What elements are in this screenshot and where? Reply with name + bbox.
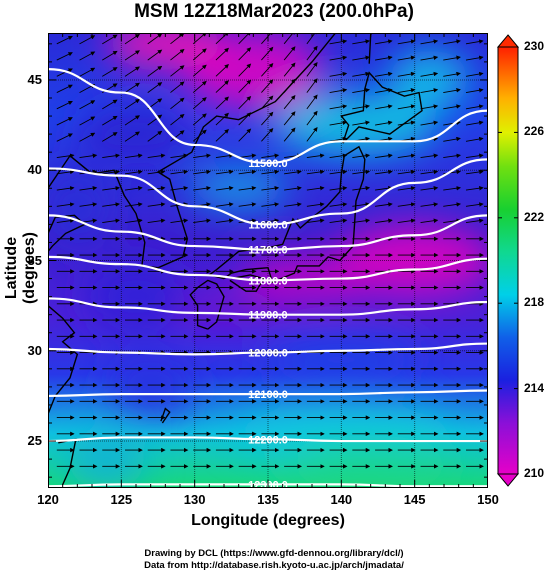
contour-label: 11800.0: [248, 275, 287, 287]
map-plot-area[interactable]: 11500.0 11600.0 11700.0 11800.0 11900.0 12000…: [48, 33, 488, 488]
contour-label: 11500.0: [248, 158, 287, 170]
x-tick-label: 140: [330, 492, 353, 507]
contour-line: [48, 214, 488, 251]
x-tick-label: 130: [183, 492, 206, 507]
axis-ticks: [48, 33, 488, 488]
footer-credit: Drawing by DCL (https://www.gfd-dennou.o…: [144, 548, 404, 559]
colorbar-tick-label: 230: [524, 39, 545, 53]
map-title: MSM 12Z18Mar2023 (200.0hPa): [134, 1, 414, 22]
y-tick-label: 40: [27, 162, 42, 178]
y-tick-label: 25: [27, 433, 42, 449]
height-contours: 11500.0 11600.0 11700.0 11800.0 11900.0 12000…: [48, 68, 488, 488]
contour-label: 11600.0: [248, 219, 287, 231]
x-tick-label: 150: [477, 492, 499, 507]
contour-line: [48, 342, 488, 356]
y-tick-label: 35: [27, 252, 42, 268]
colorbar-tick-label: 222: [524, 209, 545, 224]
x-tick-label: 125: [110, 492, 133, 507]
colorbar-tick-label: 210: [524, 466, 545, 480]
contour-line: [48, 297, 488, 316]
contour-line: [48, 255, 488, 282]
contour-label: 12000.0: [248, 348, 288, 360]
contour-label: 11900.0: [248, 310, 287, 322]
y-tick-label: 30: [27, 342, 42, 358]
x-tick-label: 145: [403, 492, 426, 507]
colorbar-tick-label: 214: [524, 380, 545, 395]
contour-line: [48, 389, 488, 398]
contour-line: [48, 158, 488, 226]
contour-label: 12200.0: [248, 434, 288, 446]
footer-source: Data from http://database.rish.kyoto-u.a…: [144, 560, 404, 571]
colorbar-tick-label: 218: [524, 295, 545, 310]
x-tick-label: 135: [257, 492, 279, 507]
contour-label: 12100.0: [248, 389, 288, 401]
colorbar-tick-label: 226: [524, 124, 545, 139]
y-axis-label: Latitude (degrees): [3, 231, 38, 305]
x-tick-label: 120: [37, 492, 59, 507]
contour-label: 11700.0: [248, 245, 287, 257]
y-tick-label: 45: [27, 71, 42, 87]
contour-line: [48, 68, 488, 165]
colorbar: [496, 34, 520, 487]
x-axis-label: Longitude (degrees): [191, 512, 345, 529]
contour-line: [48, 436, 488, 443]
